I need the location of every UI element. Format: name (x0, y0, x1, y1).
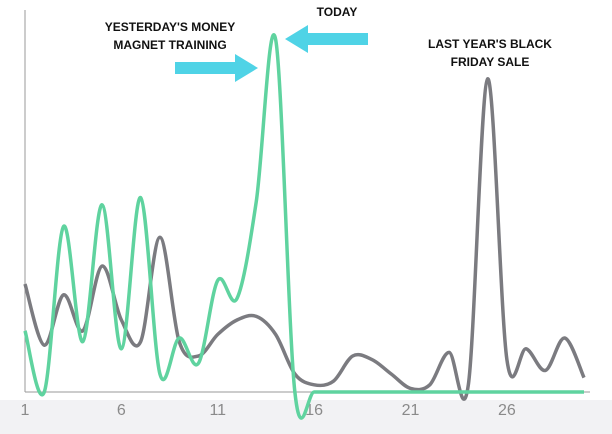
x-tick-label: 11 (209, 402, 226, 419)
annotation: YESTERDAY'S MONEY (105, 20, 235, 34)
arrow-right (175, 54, 258, 82)
x-tick-label: 26 (498, 402, 516, 419)
annotation: MAGNET TRAINING (113, 38, 226, 52)
series-line (23, 33, 584, 420)
series-line (23, 77, 586, 401)
x-tick-label: 16 (305, 402, 323, 419)
arrow-left (285, 25, 368, 53)
x-tick-label: 1 (21, 402, 30, 419)
annotation: LAST YEAR'S BLACK (428, 37, 552, 51)
annotation: FRIDAY SALE (451, 55, 530, 69)
x-tick-label: 6 (117, 402, 126, 419)
annotation: TODAY (317, 5, 358, 19)
x-tick-label: 21 (402, 402, 420, 419)
